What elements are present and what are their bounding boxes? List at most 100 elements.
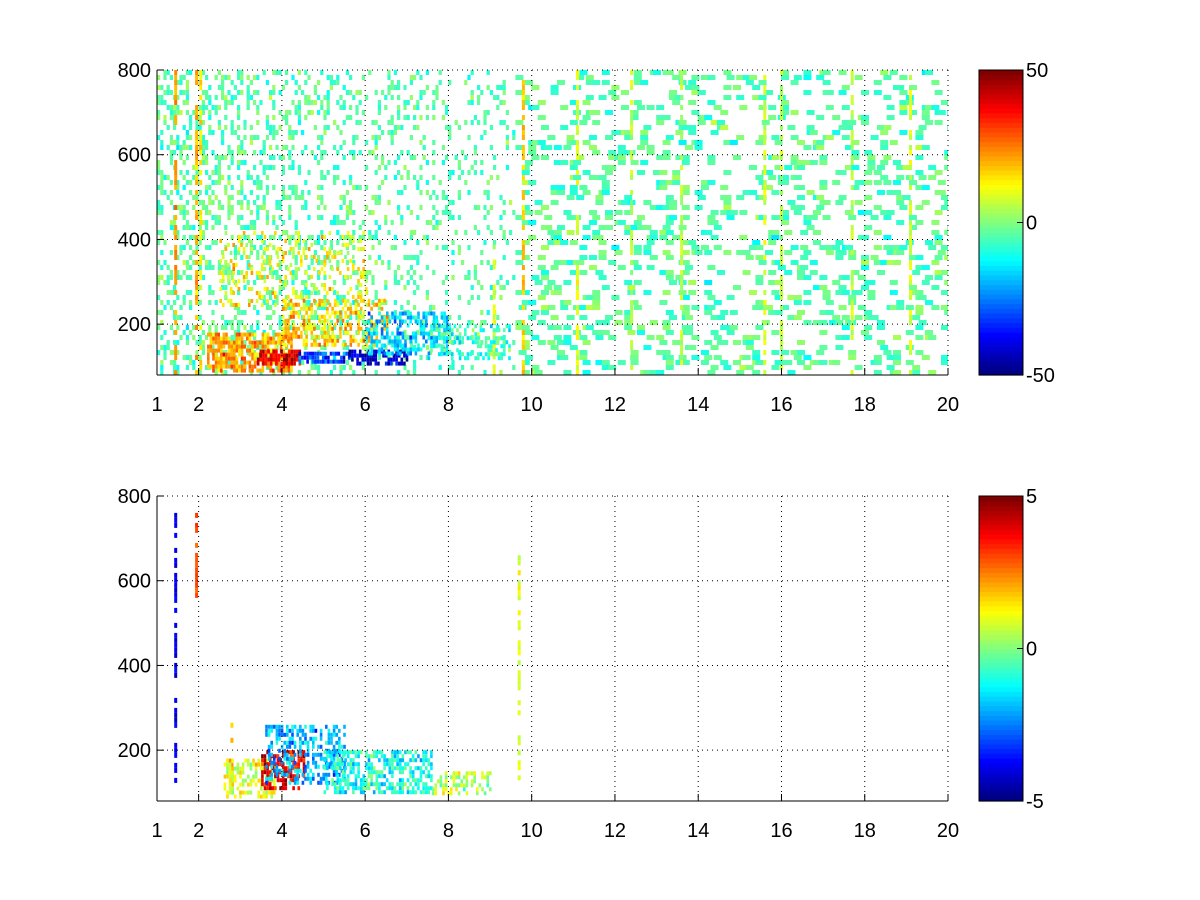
heatmap-cell — [274, 754, 277, 759]
heatmap-cell — [451, 215, 455, 220]
heatmap-cell — [349, 75, 353, 80]
heatmap-cell — [274, 231, 277, 235]
heatmap-cell — [275, 357, 278, 362]
heatmap-cell — [233, 315, 237, 320]
heatmap-cell — [276, 247, 280, 251]
heatmap-cell — [313, 255, 316, 259]
heatmap-cell — [182, 245, 186, 250]
heatmap-cell — [247, 790, 250, 795]
heatmap-cell — [282, 364, 285, 369]
heatmap-cell — [557, 190, 565, 195]
heatmap-cell — [387, 70, 391, 75]
heatmap-cell — [850, 275, 854, 280]
heatmap-cell — [313, 125, 317, 130]
heatmap-cell — [291, 320, 295, 325]
heatmap-cell — [261, 774, 264, 779]
heatmap-cell — [850, 140, 854, 145]
heatmap-cell — [288, 125, 292, 130]
heatmap-cell — [915, 145, 924, 150]
heatmap-cell — [157, 205, 161, 210]
heatmap-cell — [370, 318, 373, 323]
heatmap-cell — [296, 732, 299, 737]
heatmap-cell — [176, 110, 180, 115]
heatmap-cell — [237, 110, 241, 115]
heatmap-cell — [278, 748, 281, 753]
heatmap-cell — [270, 794, 273, 799]
heatmap-cell — [633, 250, 642, 255]
heatmap-cell — [886, 210, 895, 215]
heatmap-cell — [560, 240, 569, 245]
heatmap-cell — [224, 370, 228, 375]
heatmap-cell — [509, 200, 513, 205]
heatmap-cell — [212, 336, 215, 341]
heatmap-cell — [425, 331, 428, 336]
heatmap-cell — [377, 225, 381, 230]
heatmap-cell — [375, 339, 379, 344]
heatmap-cell — [259, 205, 263, 210]
heatmap-cell — [233, 85, 237, 90]
heatmap-cell — [393, 160, 397, 165]
heatmap-cell — [269, 357, 273, 362]
heatmap-cell — [284, 299, 287, 303]
heatmap-cell — [333, 303, 337, 307]
heatmap-cell — [474, 336, 477, 341]
heatmap-cell — [214, 75, 218, 80]
heatmap-cell — [289, 754, 293, 759]
heatmap-cell — [480, 260, 484, 265]
heatmap-cell — [944, 155, 948, 160]
heatmap-cell — [248, 239, 251, 243]
heatmap-cell — [387, 75, 391, 80]
heatmap-cell — [406, 150, 410, 155]
heatmap-cell — [230, 160, 234, 165]
heatmap-cell — [448, 170, 452, 175]
heatmap-cell — [850, 305, 854, 310]
heatmap-cell — [354, 306, 358, 311]
heatmap-cell — [349, 175, 353, 180]
heatmap-cell — [300, 330, 303, 335]
colorbar-segment — [979, 279, 1023, 286]
heatmap-cell — [365, 342, 368, 347]
heatmap-cell — [528, 150, 537, 155]
heatmap-cell — [233, 368, 236, 373]
heatmap-cell — [763, 105, 767, 110]
heatmap-cell — [256, 90, 260, 95]
heatmap-cell — [401, 319, 405, 324]
heatmap-cell — [201, 205, 205, 210]
heatmap-cell — [313, 322, 316, 327]
heatmap-cell — [723, 70, 732, 75]
heatmap-cell — [393, 315, 397, 320]
heatmap-cell — [179, 145, 183, 150]
heatmap-cell — [934, 240, 943, 245]
heatmap-cell — [780, 365, 783, 370]
heatmap-cell — [192, 205, 196, 210]
heatmap-cell — [367, 298, 371, 303]
heatmap-cell — [300, 758, 303, 763]
heatmap-cell — [288, 756, 292, 761]
heatmap-cell — [417, 347, 420, 352]
heatmap-cell — [230, 80, 234, 85]
heatmap-cell — [909, 295, 912, 300]
heatmap-cell — [848, 350, 857, 355]
heatmap-cell — [393, 300, 397, 305]
heatmap-cell — [174, 632, 178, 638]
heatmap-cell — [244, 758, 247, 763]
heatmap-cell — [781, 210, 789, 215]
heatmap-cell — [601, 70, 610, 75]
heatmap-cell — [198, 265, 202, 270]
heatmap-cell — [316, 355, 320, 360]
heatmap-cell — [233, 255, 237, 260]
heatmap-cell — [797, 360, 805, 365]
heatmap-cell — [291, 130, 295, 135]
heatmap-cell — [643, 245, 652, 250]
heatmap-cell — [569, 120, 578, 125]
heatmap-cell — [517, 765, 521, 771]
heatmap-cell — [630, 80, 634, 85]
heatmap-cell — [160, 95, 164, 100]
heatmap-cell — [941, 355, 948, 360]
heatmap-cell — [370, 351, 373, 356]
heatmap-cell — [780, 280, 783, 285]
heatmap-cell — [553, 285, 562, 290]
heatmap-cell — [873, 355, 882, 360]
heatmap-cell — [301, 728, 305, 733]
heatmap-cell — [386, 351, 389, 356]
